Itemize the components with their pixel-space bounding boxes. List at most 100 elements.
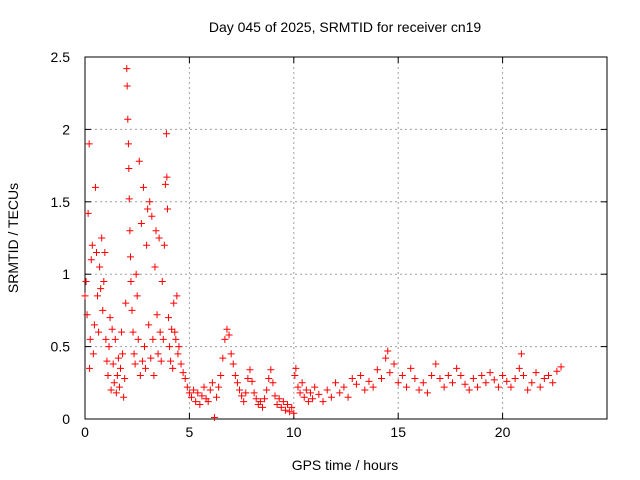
- data-point: [482, 379, 490, 387]
- plot-frame: [84, 56, 608, 420]
- data-point: [156, 328, 164, 336]
- x-tick-label: 5: [186, 424, 194, 440]
- data-point: [227, 350, 235, 358]
- data-point: [225, 331, 233, 339]
- y-tick-label: 2: [62, 121, 70, 137]
- data-point: [432, 360, 440, 368]
- data-point: [82, 277, 90, 285]
- data-point: [163, 173, 171, 181]
- data-point: [118, 328, 126, 336]
- data-point: [159, 335, 167, 343]
- data-point: [128, 306, 136, 314]
- data-point: [382, 354, 390, 362]
- data-point: [138, 357, 146, 365]
- data-point: [99, 306, 107, 314]
- data-point: [386, 369, 394, 377]
- data-point: [147, 354, 155, 362]
- data-point: [419, 379, 427, 387]
- data-point: [277, 403, 285, 411]
- data-point: [150, 372, 158, 380]
- y-tick-label: 0.5: [51, 339, 71, 355]
- data-point: [160, 241, 168, 249]
- data-point: [167, 357, 175, 365]
- x-tick-label: 20: [495, 424, 511, 440]
- data-point: [499, 372, 507, 380]
- data-point: [323, 386, 331, 394]
- data-point: [121, 374, 129, 382]
- data-point: [148, 212, 156, 220]
- data-point: [507, 383, 515, 391]
- data-point: [100, 277, 108, 285]
- y-axis-title: SRMTID / TECUs: [5, 183, 21, 293]
- data-point: [348, 374, 356, 382]
- data-point: [238, 392, 246, 400]
- data-point: [311, 383, 319, 391]
- data-point: [336, 389, 344, 397]
- data-point: [181, 374, 189, 382]
- data-point: [528, 379, 536, 387]
- data-point: [532, 369, 540, 377]
- data-point: [369, 383, 377, 391]
- data-point: [398, 372, 406, 380]
- data-point: [124, 140, 132, 148]
- data-point: [125, 195, 133, 203]
- data-point: [84, 209, 92, 217]
- data-series-srmtid: [81, 65, 565, 422]
- data-point: [286, 408, 294, 416]
- data-point: [133, 292, 141, 300]
- data-point: [204, 398, 212, 406]
- data-point: [490, 376, 498, 384]
- data-point: [105, 343, 113, 351]
- data-point: [261, 395, 269, 403]
- data-point: [92, 248, 100, 256]
- data-point: [137, 220, 145, 228]
- data-point: [127, 253, 135, 261]
- data-point: [124, 115, 132, 123]
- data-point: [461, 380, 469, 388]
- data-point: [545, 372, 553, 380]
- data-point: [163, 205, 171, 213]
- data-point: [102, 335, 110, 343]
- data-point: [327, 393, 335, 401]
- data-point: [407, 364, 415, 372]
- data-point: [142, 364, 150, 372]
- data-point: [223, 325, 231, 333]
- data-point: [511, 374, 519, 382]
- data-point: [390, 360, 398, 368]
- data-point: [96, 263, 104, 271]
- data-point: [231, 372, 239, 380]
- data-point: [200, 383, 208, 391]
- data-point: [524, 386, 532, 394]
- data-point: [394, 379, 402, 387]
- data-point: [469, 374, 477, 382]
- data-point: [108, 325, 116, 333]
- data-point: [109, 360, 117, 368]
- data-point: [165, 314, 173, 322]
- data-point: [139, 183, 147, 191]
- data-point: [549, 379, 557, 387]
- data-point: [83, 311, 91, 319]
- data-point: [155, 234, 163, 242]
- data-point: [411, 374, 419, 382]
- data-point: [90, 321, 98, 329]
- data-point: [192, 398, 200, 406]
- data-point: [183, 383, 191, 391]
- data-point: [144, 205, 152, 213]
- data-point: [519, 372, 527, 380]
- data-point: [536, 383, 544, 391]
- data-point: [81, 292, 89, 300]
- data-point: [258, 403, 266, 411]
- data-point: [146, 198, 154, 206]
- data-point: [352, 380, 360, 388]
- data-point: [304, 398, 312, 406]
- data-point: [494, 383, 502, 391]
- data-point: [141, 343, 149, 351]
- data-point: [428, 372, 436, 380]
- data-point: [86, 335, 94, 343]
- data-point: [300, 393, 308, 401]
- y-tick-label: 1.5: [51, 194, 71, 210]
- data-point: [365, 377, 373, 385]
- data-point: [152, 227, 160, 235]
- data-point: [107, 386, 115, 394]
- data-point: [179, 369, 187, 377]
